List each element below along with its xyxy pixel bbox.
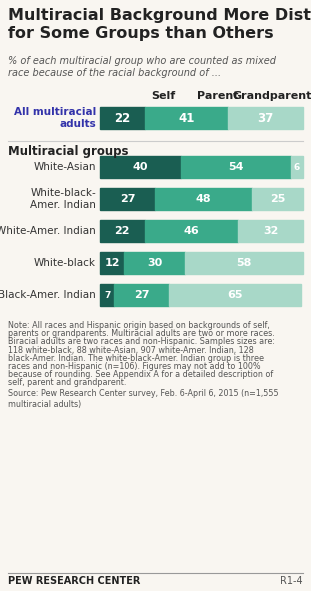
Bar	[185, 252, 303, 274]
Text: White-Amer. Indian: White-Amer. Indian	[0, 226, 96, 236]
Text: 37: 37	[257, 112, 274, 125]
Text: 58: 58	[236, 258, 252, 268]
Text: 12: 12	[104, 258, 120, 268]
Bar	[124, 252, 185, 274]
Bar	[145, 107, 228, 129]
Text: 41: 41	[178, 112, 194, 125]
Bar	[145, 220, 238, 242]
Text: 22: 22	[114, 226, 130, 236]
Text: black-Amer. Indian. The white-black-Amer. Indian group is three: black-Amer. Indian. The white-black-Amer…	[8, 354, 264, 363]
Text: 27: 27	[120, 194, 135, 204]
Text: Multiracial groups: Multiracial groups	[8, 145, 128, 158]
Text: 30: 30	[147, 258, 162, 268]
Bar	[238, 220, 303, 242]
Text: Source: Pew Research Center survey, Feb. 6-April 6, 2015 (n=1,555
multiracial ad: Source: Pew Research Center survey, Feb.…	[8, 389, 279, 409]
Bar	[100, 156, 181, 178]
Text: 27: 27	[134, 290, 149, 300]
Text: White-Asian: White-Asian	[34, 162, 96, 172]
Text: because of rounding. See Appendix A for a detailed description of: because of rounding. See Appendix A for …	[8, 370, 273, 379]
Text: PEW RESEARCH CENTER: PEW RESEARCH CENTER	[8, 576, 140, 586]
Bar	[291, 156, 303, 178]
Bar	[181, 156, 291, 178]
Text: R1-4: R1-4	[281, 576, 303, 586]
Text: 65: 65	[227, 290, 243, 300]
Text: 25: 25	[270, 194, 285, 204]
Text: 48: 48	[196, 194, 211, 204]
Bar	[100, 107, 145, 129]
Bar	[252, 188, 303, 210]
Bar	[100, 284, 114, 306]
Text: Note: All races and Hispanic origin based on backgrounds of self,: Note: All races and Hispanic origin base…	[8, 321, 270, 330]
Text: 6: 6	[294, 163, 300, 171]
Text: self, parent and grandparent.: self, parent and grandparent.	[8, 378, 126, 387]
Text: Grandparent: Grandparent	[232, 91, 311, 101]
Bar	[169, 284, 301, 306]
Text: All multiracial
adults: All multiracial adults	[14, 107, 96, 129]
Text: races and non-Hispanic (n=106). Figures may not add to 100%: races and non-Hispanic (n=106). Figures …	[8, 362, 261, 371]
Bar	[100, 188, 155, 210]
Bar	[228, 107, 303, 129]
Text: 32: 32	[263, 226, 278, 236]
Text: White-black-
Amer. Indian: White-black- Amer. Indian	[30, 188, 96, 210]
Bar	[114, 284, 169, 306]
Text: Black-Amer. Indian: Black-Amer. Indian	[0, 290, 96, 300]
Text: 40: 40	[133, 162, 148, 172]
Bar	[100, 220, 145, 242]
Text: 118 white-black, 88 white-Asian, 907 white-Amer. Indian, 128: 118 white-black, 88 white-Asian, 907 whi…	[8, 346, 254, 355]
Text: 7: 7	[104, 291, 110, 300]
Text: 22: 22	[114, 112, 130, 125]
Text: % of each multiracial group who are counted as mixed
race because of the racial : % of each multiracial group who are coun…	[8, 56, 276, 79]
Bar	[155, 188, 252, 210]
Text: White-black: White-black	[34, 258, 96, 268]
Text: Parent: Parent	[197, 91, 239, 101]
Text: parents or grandparents. Multiracial adults are two or more races.: parents or grandparents. Multiracial adu…	[8, 329, 275, 338]
Text: 46: 46	[183, 226, 199, 236]
Text: 54: 54	[228, 162, 244, 172]
Bar	[100, 252, 124, 274]
Text: Multiracial Background More Distant
for Some Groups than Others: Multiracial Background More Distant for …	[8, 8, 311, 41]
Text: Self: Self	[151, 91, 175, 101]
Text: Biracial adults are two races and non-Hispanic. Samples sizes are:: Biracial adults are two races and non-Hi…	[8, 337, 275, 346]
